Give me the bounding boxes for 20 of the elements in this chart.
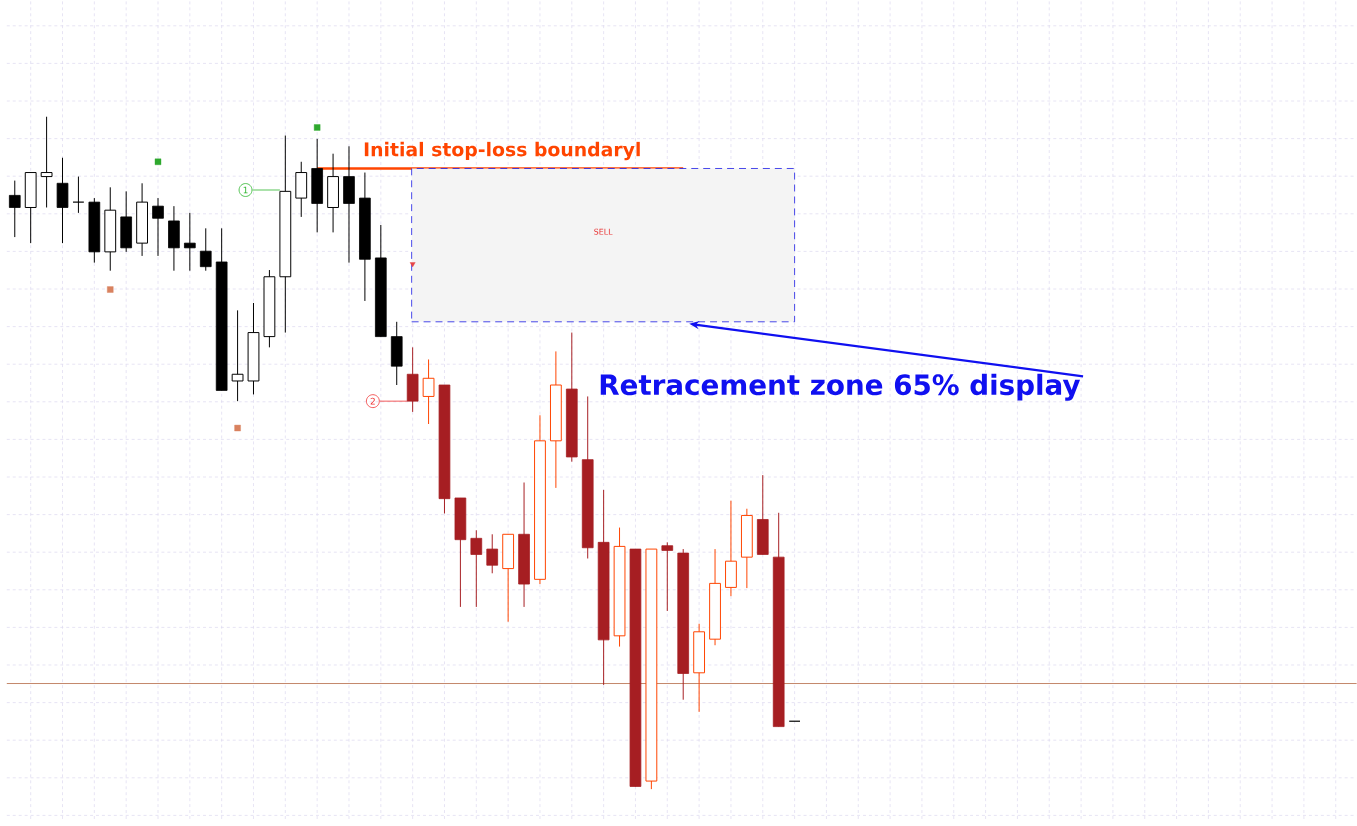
candlestick [40, 116, 53, 209]
point [234, 424, 241, 432]
candlestick [184, 212, 196, 272]
annotation: 2 [370, 397, 375, 405]
candlestick [661, 541, 674, 612]
candlestick [72, 176, 85, 214]
candlestick [486, 533, 499, 574]
candlestick [470, 529, 483, 608]
candlestick [422, 359, 435, 425]
point [313, 124, 321, 131]
candlestick [231, 309, 244, 402]
candlestick [199, 227, 212, 272]
candlestick [8, 180, 21, 238]
candlestick [152, 197, 164, 257]
point [107, 286, 114, 293]
point [409, 262, 416, 268]
point [154, 158, 162, 166]
annotation: 1 [243, 186, 248, 194]
ref-line-label: Initial stop-loss boundaryl [364, 141, 640, 161]
annotation: Retracement zone 65% display [600, 373, 1081, 401]
